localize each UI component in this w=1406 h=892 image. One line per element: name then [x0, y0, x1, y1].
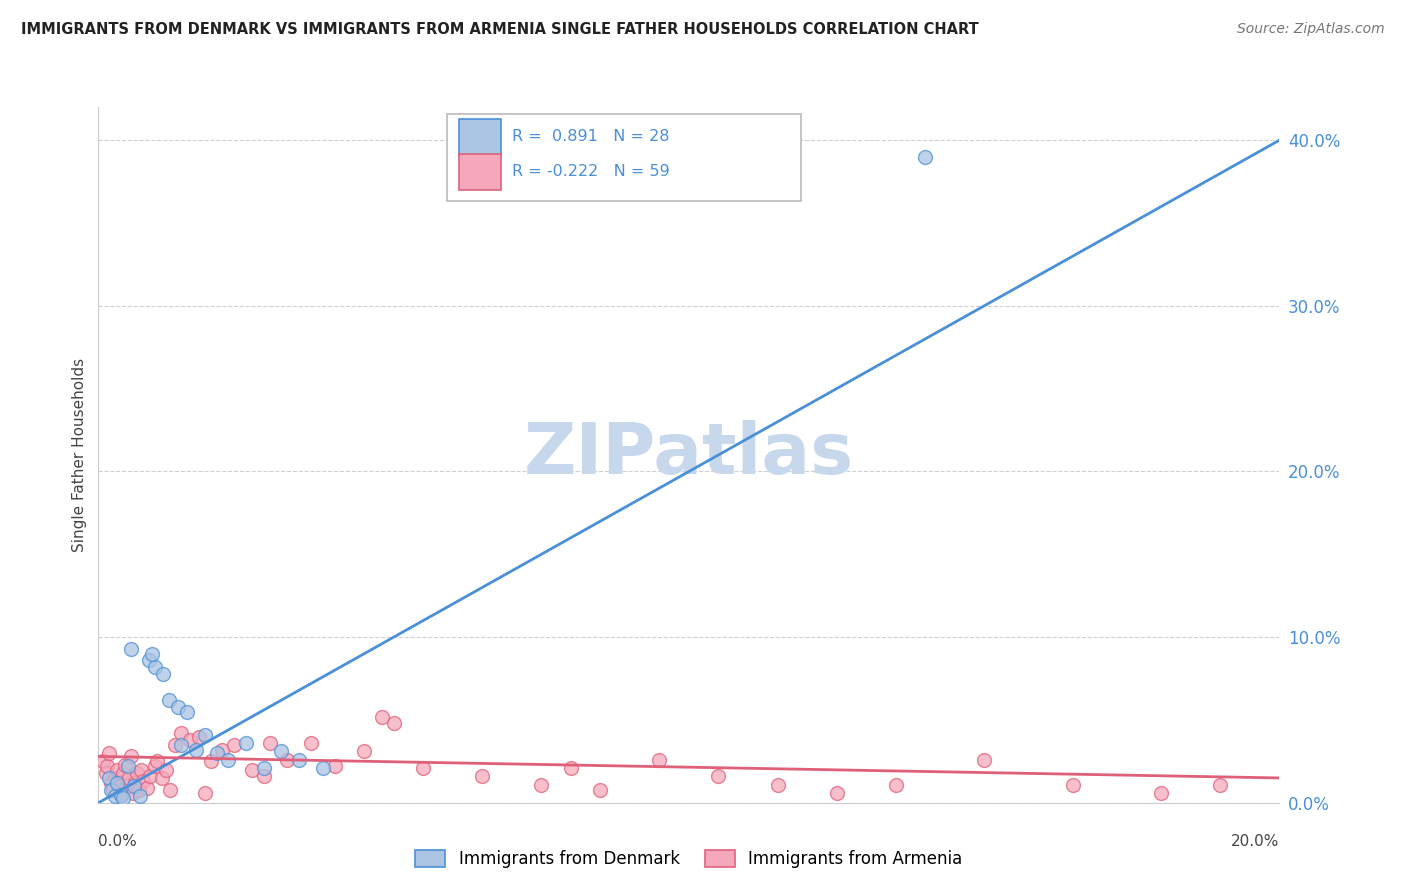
- Point: [114, 757, 136, 772]
- Text: 20.0%: 20.0%: [1232, 834, 1279, 849]
- Text: IMMIGRANTS FROM DENMARK VS IMMIGRANTS FROM ARMENIA SINGLE FATHER HOUSEHOLDS CORR: IMMIGRANTS FROM DENMARK VS IMMIGRANTS FR…: [21, 22, 979, 37]
- FancyBboxPatch shape: [458, 153, 501, 190]
- Point: [104, 789, 127, 804]
- Point: [94, 766, 117, 780]
- Point: [187, 730, 209, 744]
- Point: [884, 778, 907, 792]
- Text: 0.0%: 0.0%: [98, 834, 138, 849]
- Point: [194, 786, 217, 800]
- Point: [110, 788, 132, 802]
- Point: [110, 788, 132, 802]
- Point: [766, 778, 789, 792]
- Point: [96, 759, 118, 773]
- Point: [235, 736, 257, 750]
- Point: [105, 763, 128, 777]
- Point: [98, 746, 121, 760]
- Point: [157, 693, 180, 707]
- Point: [312, 761, 335, 775]
- Point: [973, 753, 995, 767]
- Point: [194, 728, 217, 742]
- Point: [170, 726, 193, 740]
- Point: [100, 782, 122, 797]
- Point: [104, 771, 127, 785]
- Point: [205, 746, 228, 760]
- Point: [240, 763, 263, 777]
- Text: R = -0.222   N = 59: R = -0.222 N = 59: [512, 164, 669, 179]
- Point: [412, 761, 434, 775]
- Point: [115, 779, 138, 793]
- Point: [471, 769, 494, 783]
- Legend: Immigrants from Denmark, Immigrants from Armenia: Immigrants from Denmark, Immigrants from…: [409, 843, 969, 875]
- Point: [276, 753, 298, 767]
- Point: [170, 738, 193, 752]
- Point: [589, 782, 612, 797]
- Text: ZIPatlas: ZIPatlas: [524, 420, 853, 490]
- Point: [353, 744, 375, 758]
- Point: [253, 769, 276, 783]
- Point: [132, 774, 155, 789]
- Point: [98, 771, 121, 785]
- Point: [165, 738, 187, 752]
- Point: [100, 776, 122, 790]
- Point: [155, 763, 177, 777]
- Point: [121, 786, 143, 800]
- Point: [253, 761, 276, 775]
- Point: [184, 743, 207, 757]
- Point: [105, 776, 128, 790]
- Point: [1150, 786, 1173, 800]
- Point: [159, 782, 181, 797]
- Point: [530, 778, 553, 792]
- FancyBboxPatch shape: [458, 119, 501, 155]
- Point: [825, 786, 848, 800]
- Point: [120, 641, 142, 656]
- Point: [176, 705, 198, 719]
- Point: [139, 769, 162, 783]
- Point: [914, 150, 936, 164]
- Point: [128, 782, 150, 797]
- Point: [179, 732, 201, 747]
- Text: Source: ZipAtlas.com: Source: ZipAtlas.com: [1237, 22, 1385, 37]
- Point: [122, 779, 145, 793]
- Point: [143, 660, 166, 674]
- Point: [371, 709, 394, 723]
- Point: [141, 647, 163, 661]
- Point: [125, 766, 148, 780]
- Point: [138, 653, 160, 667]
- Point: [288, 753, 311, 767]
- Point: [299, 736, 322, 750]
- Point: [200, 755, 222, 769]
- Point: [1209, 778, 1232, 792]
- Point: [128, 789, 150, 804]
- Point: [124, 776, 146, 790]
- Point: [224, 738, 246, 752]
- Point: [648, 753, 671, 767]
- Point: [103, 782, 125, 797]
- Point: [323, 759, 346, 773]
- Point: [112, 790, 135, 805]
- Y-axis label: Single Father Households: Single Father Households: [72, 358, 87, 552]
- Point: [560, 761, 582, 775]
- Point: [167, 699, 190, 714]
- Point: [108, 779, 131, 793]
- Point: [129, 763, 152, 777]
- Point: [91, 755, 114, 769]
- Point: [146, 755, 169, 769]
- Point: [211, 743, 233, 757]
- FancyBboxPatch shape: [447, 114, 801, 201]
- Point: [707, 769, 730, 783]
- Point: [112, 766, 135, 780]
- Point: [1062, 778, 1084, 792]
- Point: [217, 753, 239, 767]
- Point: [259, 736, 281, 750]
- Point: [150, 771, 173, 785]
- Point: [117, 759, 139, 773]
- Point: [270, 744, 292, 758]
- Text: R =  0.891   N = 28: R = 0.891 N = 28: [512, 129, 669, 145]
- Point: [120, 749, 142, 764]
- Point: [143, 759, 166, 773]
- Point: [118, 771, 141, 785]
- Point: [382, 716, 405, 731]
- Point: [135, 780, 157, 795]
- Point: [152, 666, 174, 681]
